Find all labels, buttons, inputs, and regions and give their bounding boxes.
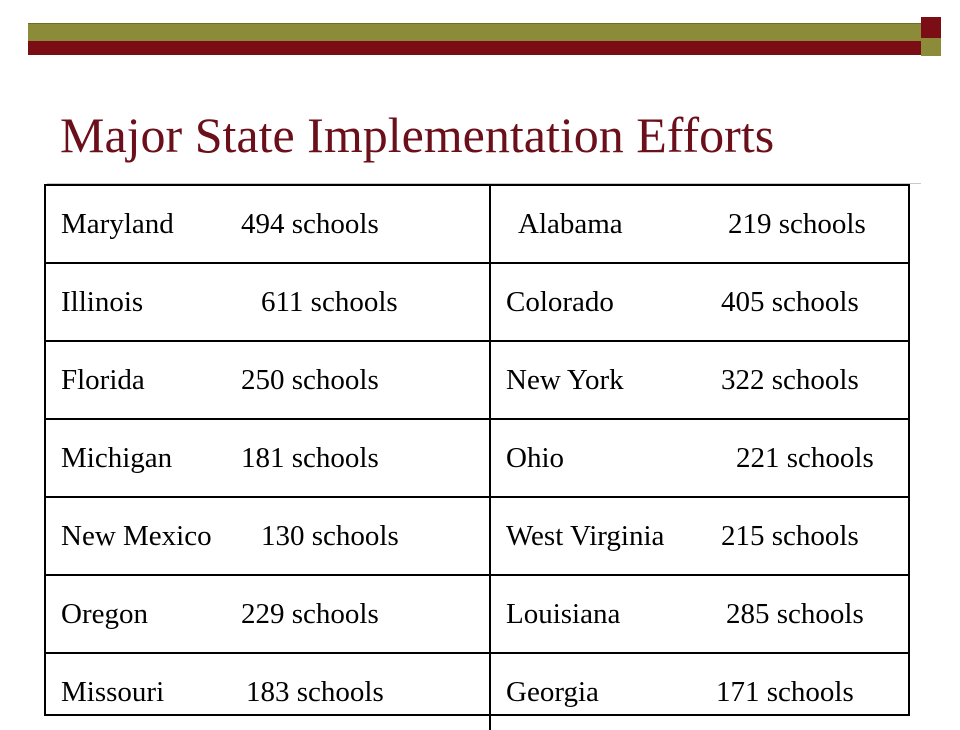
school-count: 219 schools xyxy=(728,207,866,240)
school-count: 130 schools xyxy=(261,519,399,552)
state-cell-right: Ohio 221 schools xyxy=(489,418,908,498)
state-cell-left: Michigan 181 schools xyxy=(46,418,491,498)
olive-bar xyxy=(28,23,921,42)
state-cell-left: Oregon 229 schools xyxy=(46,574,491,654)
table-row: Illinois 611 schools Colorado 405 schools xyxy=(46,262,908,342)
state-name: Michigan xyxy=(61,441,173,474)
table-row: Oregon 229 schools Louisiana 285 schools xyxy=(46,574,908,654)
state-name: Colorado xyxy=(506,285,614,318)
state-name: New Mexico xyxy=(61,519,212,552)
school-count: 183 schools xyxy=(246,675,384,708)
state-cell-right: New York 322 schools xyxy=(489,340,908,420)
table-row: Michigan 181 schools Ohio 221 schools xyxy=(46,418,908,498)
olive-square xyxy=(921,38,941,56)
state-name: Oregon xyxy=(61,597,148,630)
state-cell-left: Illinois 611 schools xyxy=(46,262,491,342)
state-name: Louisiana xyxy=(506,597,621,630)
state-cell-right: Georgia 171 schools xyxy=(489,652,908,730)
table-row: New Mexico 130 schools West Virginia 215 sc… xyxy=(46,496,908,576)
state-name: Maryland xyxy=(61,207,174,240)
school-count: 221 schools xyxy=(736,441,874,474)
school-count: 405 schools xyxy=(721,285,859,318)
maroon-bar xyxy=(28,41,921,55)
state-cell-right: Alabama 219 schools xyxy=(489,186,908,264)
state-cell-right: Louisiana 285 schools xyxy=(489,574,908,654)
school-count: 250 schools xyxy=(241,363,379,396)
school-count: 215 schools xyxy=(721,519,859,552)
slide-title: Major State Implementation Efforts xyxy=(60,107,775,163)
state-name: Illinois xyxy=(61,285,144,318)
state-name: Missouri xyxy=(61,675,165,708)
state-name: West Virginia xyxy=(506,519,665,552)
table-row: Missouri 183 schools Georgia 171 schools xyxy=(46,652,908,730)
state-name: New York xyxy=(506,363,624,396)
state-cell-right: Colorado 405 schools xyxy=(489,262,908,342)
state-cell-left: Maryland 494 schools xyxy=(46,186,491,264)
header-decoration xyxy=(0,0,960,60)
state-name: Ohio xyxy=(506,441,564,474)
school-count: 611 schools xyxy=(261,285,398,318)
school-count: 181 schools xyxy=(241,441,379,474)
table-row: Maryland 494 schools Alabama 219 schools xyxy=(46,186,908,264)
schools-table: Maryland 494 schools Alabama 219 schools Ill… xyxy=(46,186,908,730)
state-name: Florida xyxy=(61,363,145,396)
state-cell-left: New Mexico 130 schools xyxy=(46,496,491,576)
state-name: Georgia xyxy=(506,675,599,708)
maroon-square xyxy=(921,17,941,38)
table-row: Florida 250 schools New York 322 schools xyxy=(46,340,908,420)
school-count: 171 schools xyxy=(716,675,854,708)
title-underline xyxy=(47,183,921,184)
school-count: 229 schools xyxy=(241,597,379,630)
schools-table-frame: Maryland 494 schools Alabama 219 schools Ill… xyxy=(44,184,910,730)
school-count: 494 schools xyxy=(241,207,379,240)
state-cell-right: West Virginia 215 schools xyxy=(489,496,908,576)
school-count: 322 schools xyxy=(721,363,859,396)
state-cell-left: Florida 250 schools xyxy=(46,340,491,420)
state-name: Alabama xyxy=(518,207,623,240)
state-cell-left: Missouri 183 schools xyxy=(46,652,491,730)
school-count: 285 schools xyxy=(726,597,864,630)
